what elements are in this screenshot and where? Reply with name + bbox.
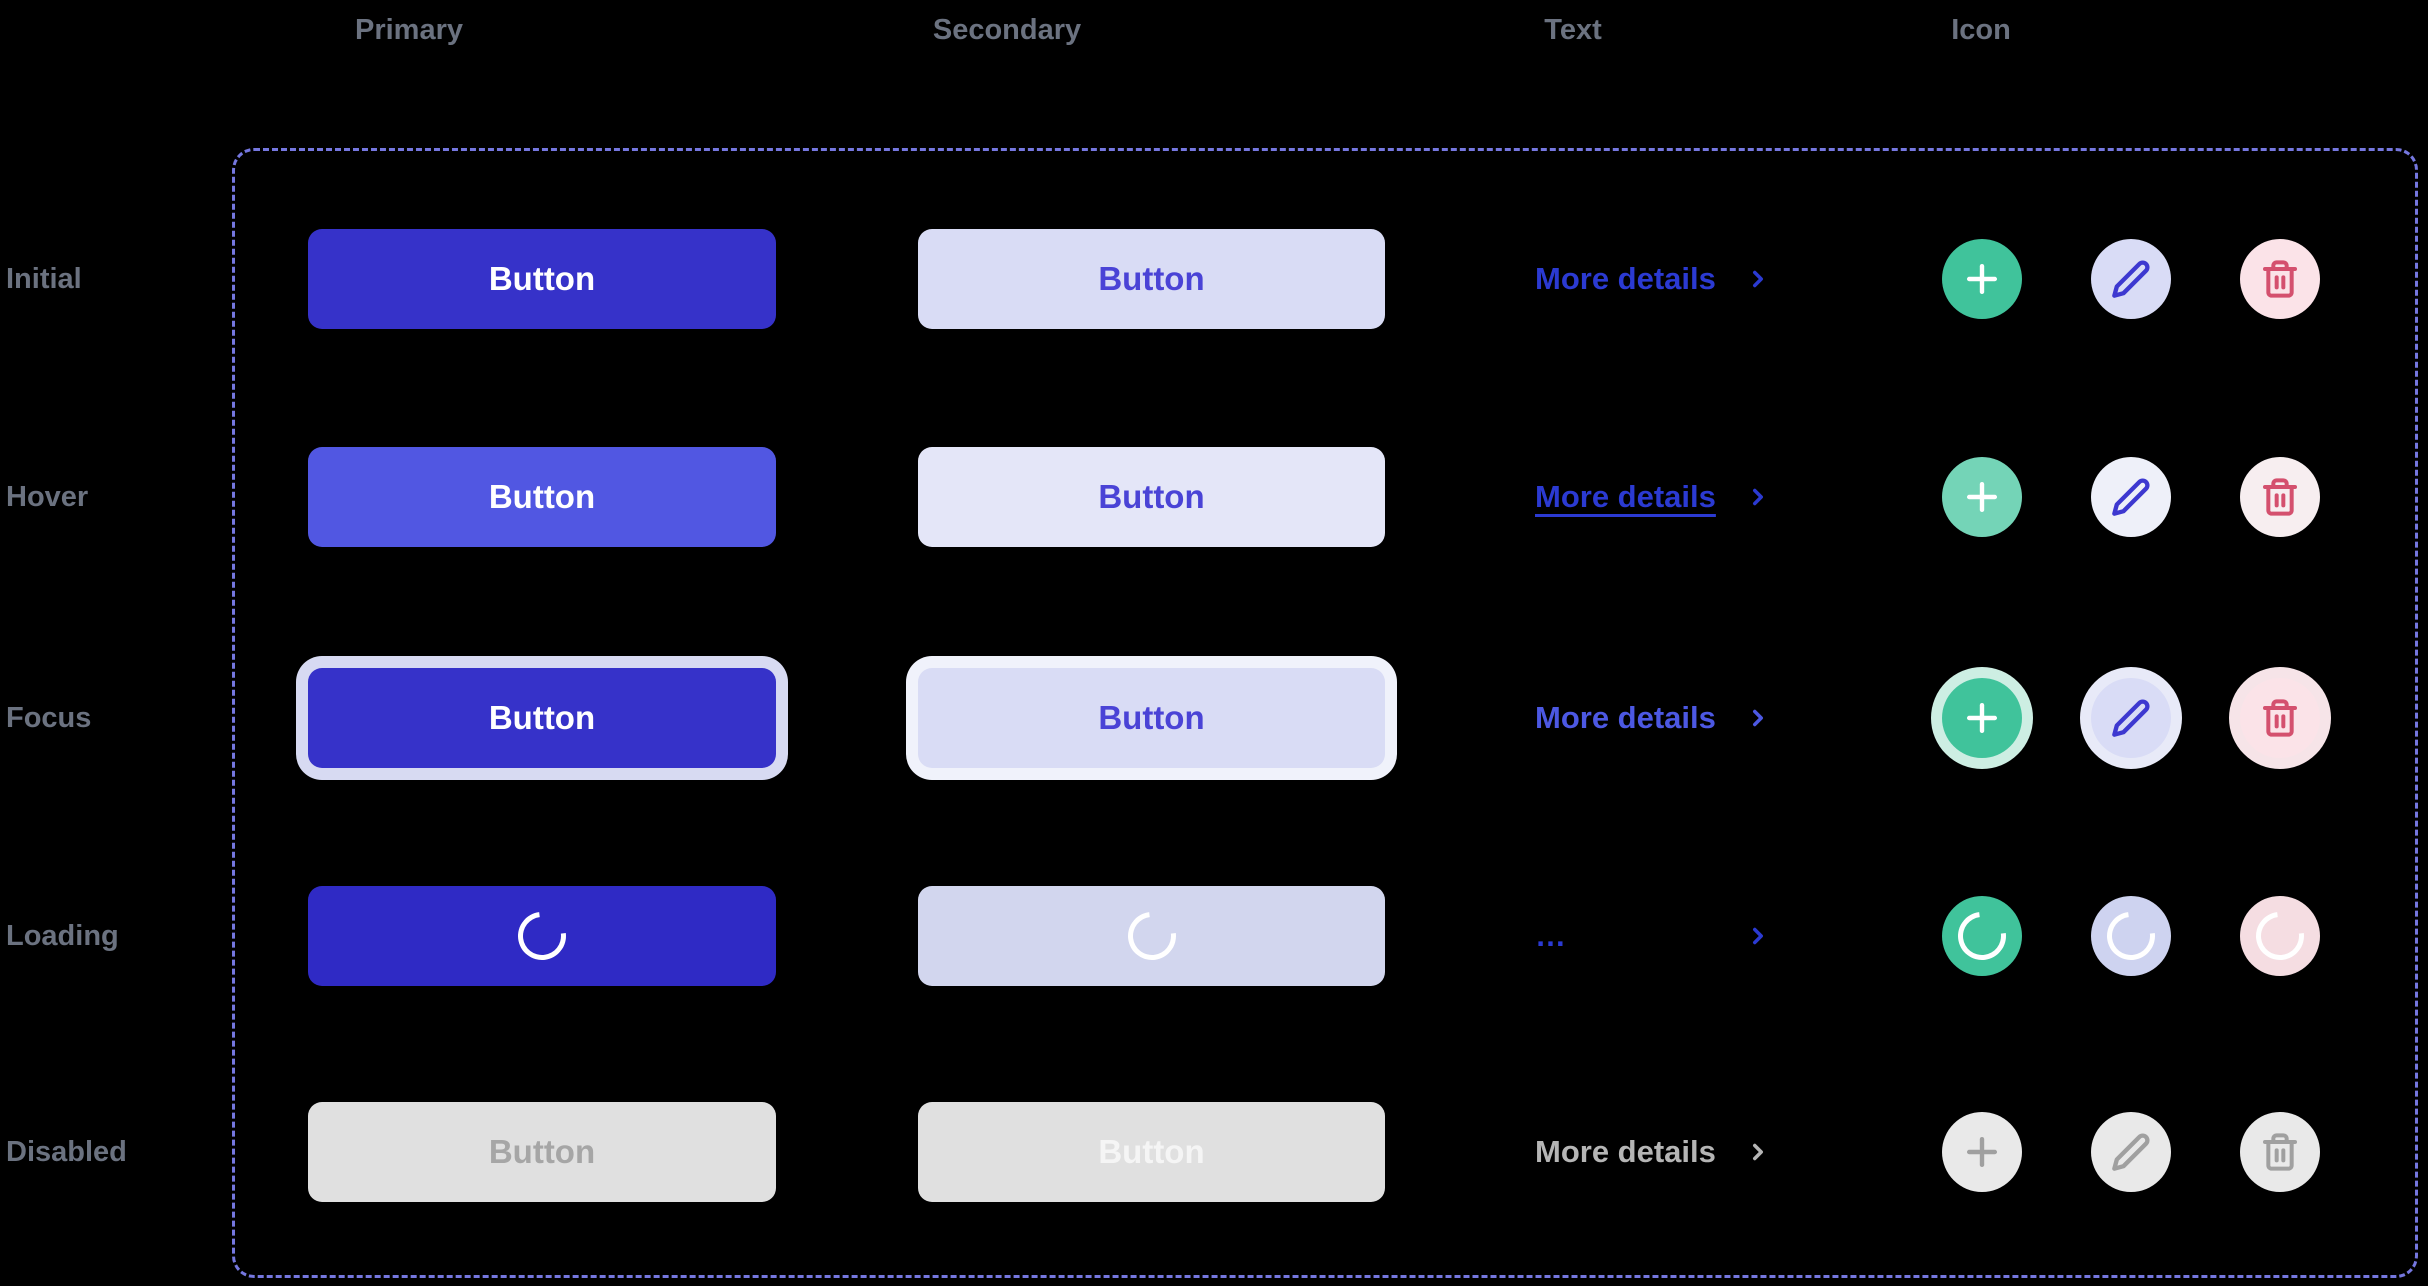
chevron-right-icon bbox=[1745, 266, 1771, 292]
row-label-loading: Loading bbox=[6, 919, 119, 952]
secondary-button-hover[interactable]: Button bbox=[918, 447, 1385, 547]
plus-icon bbox=[1960, 257, 2004, 301]
text-link-disabled: More details bbox=[1535, 1134, 1771, 1170]
primary-button-initial[interactable]: Button bbox=[308, 229, 776, 329]
plus-icon bbox=[1960, 696, 2004, 740]
chevron-right-icon bbox=[1745, 1139, 1771, 1165]
pencil-icon bbox=[2111, 477, 2151, 517]
column-header-icon: Icon bbox=[1951, 14, 2011, 46]
delete-icon-button-hover[interactable] bbox=[2240, 457, 2320, 537]
button-label: Button bbox=[1098, 260, 1205, 297]
trash-icon bbox=[2260, 259, 2300, 299]
button-label: Button bbox=[488, 699, 596, 736]
button-label: Button bbox=[1098, 699, 1205, 736]
add-icon-button-hover[interactable] bbox=[1942, 457, 2022, 537]
state-row-loading: Loading … bbox=[0, 826, 2428, 1046]
primary-button-focus[interactable]: Button bbox=[308, 668, 776, 768]
add-icon-button-disabled bbox=[1942, 1112, 2022, 1192]
add-icon-button-initial[interactable] bbox=[1942, 239, 2022, 319]
button-label: Button bbox=[488, 260, 596, 297]
row-label-disabled: Disabled bbox=[6, 1135, 127, 1168]
column-header-text: Text bbox=[1544, 14, 1602, 46]
delete-icon-button-disabled bbox=[2240, 1112, 2320, 1192]
primary-button-hover[interactable]: Button bbox=[308, 447, 776, 547]
primary-button-disabled: Button bbox=[308, 1102, 776, 1202]
chevron-right-icon bbox=[1745, 484, 1771, 510]
edit-icon-button-disabled bbox=[2091, 1112, 2171, 1192]
delete-icon-button-loading[interactable] bbox=[2240, 896, 2320, 976]
edit-icon-button-loading[interactable] bbox=[2091, 896, 2171, 976]
button-label: Button bbox=[488, 478, 596, 515]
text-link-initial[interactable]: More details bbox=[1535, 261, 1771, 297]
pencil-icon bbox=[2111, 1132, 2151, 1172]
plus-icon bbox=[1960, 475, 2004, 519]
edit-icon-button-focus[interactable] bbox=[2091, 678, 2171, 758]
secondary-button-focus[interactable]: Button bbox=[918, 668, 1385, 768]
button-label: Button bbox=[1098, 1133, 1205, 1170]
row-label-focus: Focus bbox=[6, 701, 92, 734]
spinner-icon bbox=[1117, 902, 1186, 970]
button-label: Button bbox=[488, 1133, 596, 1170]
state-row-disabled: Disabled Button Button More details bbox=[0, 1042, 2428, 1262]
secondary-button-loading[interactable] bbox=[918, 886, 1385, 986]
spinner-icon bbox=[2097, 902, 2165, 970]
delete-icon-button-initial[interactable] bbox=[2240, 239, 2320, 319]
trash-icon bbox=[2260, 698, 2300, 738]
add-icon-button-focus[interactable] bbox=[1942, 678, 2022, 758]
add-icon-button-loading[interactable] bbox=[1942, 896, 2022, 976]
plus-icon bbox=[1960, 1130, 2004, 1174]
pencil-icon bbox=[2111, 698, 2151, 738]
trash-icon bbox=[2260, 1132, 2300, 1172]
row-label-hover: Hover bbox=[6, 480, 89, 513]
spinner-icon bbox=[1948, 902, 2016, 970]
column-header-secondary: Secondary bbox=[932, 14, 1082, 46]
button-label: Button bbox=[1098, 478, 1205, 515]
text-link-hover[interactable]: More details bbox=[1535, 479, 1771, 515]
pencil-icon bbox=[2111, 259, 2151, 299]
text-link-focus[interactable]: More details bbox=[1535, 700, 1771, 736]
secondary-button-disabled: Button bbox=[918, 1102, 1385, 1202]
column-header-primary: Primary bbox=[354, 14, 464, 46]
chevron-right-icon bbox=[1745, 923, 1771, 949]
secondary-button-initial[interactable]: Button bbox=[918, 229, 1385, 329]
edit-icon-button-initial[interactable] bbox=[2091, 239, 2171, 319]
spinner-icon bbox=[2246, 902, 2314, 970]
state-row-hover: Hover Button Button More details bbox=[0, 387, 2428, 607]
states-frame bbox=[232, 148, 2418, 1278]
chevron-right-icon bbox=[1745, 705, 1771, 731]
trash-icon bbox=[2260, 477, 2300, 517]
delete-icon-button-focus[interactable] bbox=[2240, 678, 2320, 758]
row-label-initial: Initial bbox=[6, 262, 82, 295]
primary-button-loading[interactable] bbox=[308, 886, 776, 986]
spinner-icon bbox=[508, 902, 576, 970]
text-link-loading[interactable]: … bbox=[1535, 918, 1771, 954]
state-row-initial: Initial Button Button More details bbox=[0, 169, 2428, 389]
edit-icon-button-hover[interactable] bbox=[2091, 457, 2171, 537]
state-row-focus: Focus Button Button More details bbox=[0, 608, 2428, 828]
